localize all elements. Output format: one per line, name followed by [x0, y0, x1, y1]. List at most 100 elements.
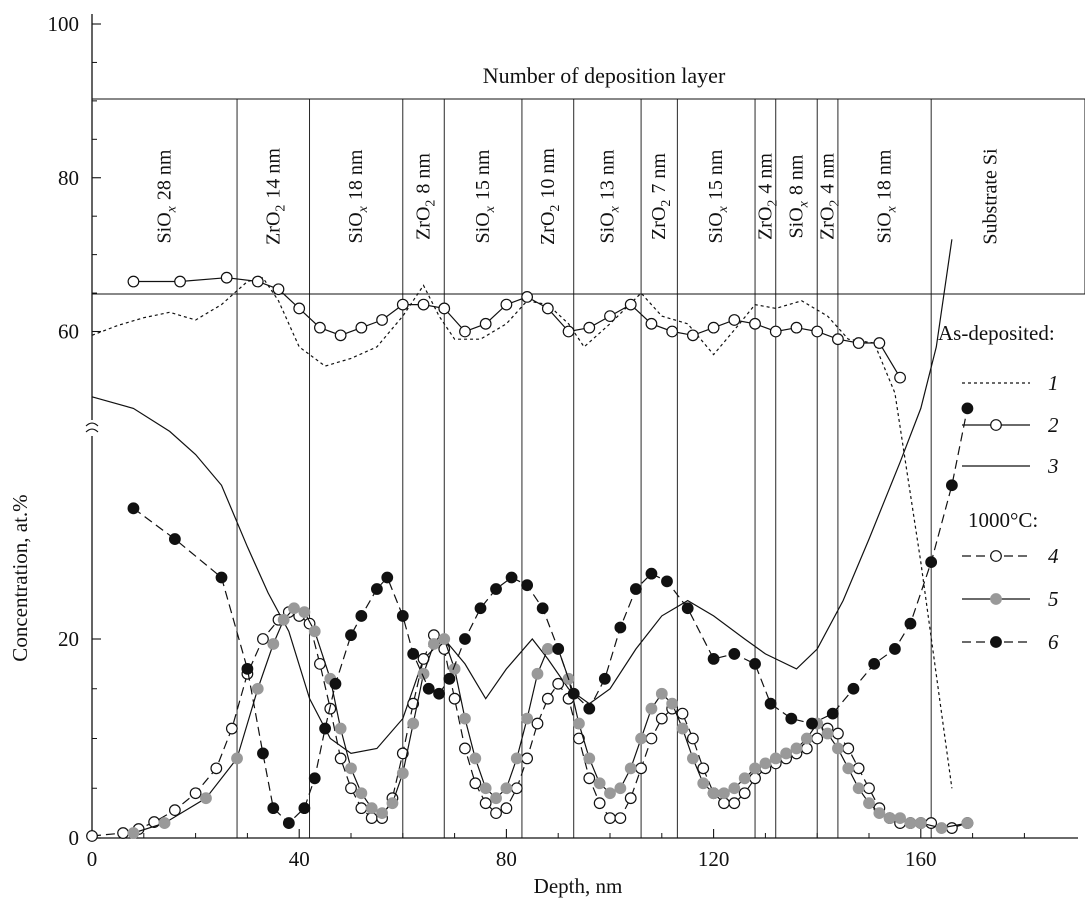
data-point: [914, 817, 927, 829]
series-5: [127, 602, 974, 839]
data-point: [718, 787, 730, 800]
legend-label: 1: [1048, 371, 1059, 395]
data-point: [345, 629, 357, 642]
legend-marker: [990, 550, 1002, 562]
y-tick-label: 20: [58, 627, 79, 651]
data-point: [251, 682, 264, 695]
data-point: [811, 325, 824, 338]
data-point: [189, 787, 202, 800]
legend-group-title: As-deposited:: [938, 321, 1055, 345]
data-point: [490, 583, 502, 595]
layers-box: [91, 98, 1085, 295]
data-point: [479, 797, 492, 810]
data-point: [811, 732, 824, 745]
data-point: [666, 325, 679, 338]
data-point: [800, 732, 813, 745]
y-tick-label: 60: [58, 320, 79, 344]
data-point: [852, 337, 865, 349]
data-point: [371, 583, 383, 595]
data-point: [427, 638, 440, 650]
data-point: [448, 662, 461, 675]
data-point: [500, 298, 513, 311]
data-point: [459, 633, 471, 645]
data-point: [365, 802, 378, 815]
data-point: [832, 727, 844, 740]
data-point: [215, 571, 228, 584]
data-point: [407, 717, 420, 730]
data-point: [697, 762, 710, 775]
data-point: [749, 762, 761, 775]
data-point: [780, 747, 793, 760]
data-point: [624, 762, 637, 775]
data-point: [355, 321, 368, 334]
data-point: [355, 787, 368, 800]
data-point: [314, 321, 326, 334]
x-tick-label: 40: [289, 847, 310, 871]
x-tick-label: 80: [496, 847, 517, 871]
data-point: [334, 722, 347, 735]
layers-header: Number of deposition layer: [483, 63, 726, 88]
data-point: [308, 772, 321, 785]
data-point: [117, 827, 129, 839]
data-point: [624, 792, 637, 805]
data-point: [728, 782, 741, 795]
data-point: [863, 782, 875, 795]
data-point: [438, 302, 451, 315]
data-point: [666, 697, 679, 710]
data-point: [645, 732, 658, 745]
data-point: [386, 797, 399, 810]
data-point: [541, 302, 554, 315]
layer-label: ZrO214 nm: [262, 148, 288, 245]
data-point: [210, 762, 223, 775]
axes: [84, 14, 1078, 839]
data-point: [376, 314, 388, 326]
data-point: [925, 556, 938, 569]
data-point: [832, 742, 844, 755]
layer-label: ZrO28 nm: [413, 153, 439, 240]
data-point: [220, 271, 233, 284]
data-point: [583, 752, 596, 765]
legend-entry-3: 3: [962, 454, 1059, 478]
data-point: [604, 812, 616, 824]
data-point: [769, 325, 782, 338]
data-point: [174, 275, 186, 288]
x-tick-label: 160: [905, 847, 937, 871]
data-point: [282, 817, 295, 829]
data-point: [676, 722, 689, 735]
data-point: [961, 817, 974, 829]
data-point: [826, 707, 839, 720]
legend-entry-6: 6: [962, 630, 1059, 654]
data-point: [469, 752, 482, 765]
data-point: [738, 772, 751, 785]
data-point: [583, 321, 596, 334]
data-point: [790, 321, 803, 334]
data-point: [459, 712, 471, 725]
data-point: [231, 752, 243, 765]
data-point: [334, 752, 347, 765]
data-point: [738, 787, 751, 800]
data-point: [345, 782, 357, 795]
data-point: [490, 807, 502, 820]
data-point: [573, 717, 585, 730]
data-point: [718, 797, 730, 810]
data-point: [945, 479, 958, 492]
data-point: [614, 782, 627, 795]
data-point: [355, 610, 368, 622]
data-point: [894, 812, 906, 824]
data-point: [443, 672, 456, 685]
layer-label: SiOx15 nm: [705, 149, 731, 243]
data-point: [806, 717, 818, 730]
data-point: [490, 792, 502, 805]
data-point: [267, 802, 280, 815]
data-point: [707, 321, 720, 334]
data-point: [272, 283, 285, 296]
data-point: [277, 613, 290, 626]
legend-marker: [990, 636, 1002, 648]
data-point: [345, 762, 357, 775]
legend: As-deposited: 1000°C: 1 2 3 4 5 6: [938, 321, 1059, 654]
data-point: [334, 329, 347, 342]
data-point: [293, 302, 306, 315]
x-axis-title: Depth, nm: [534, 874, 623, 898]
y-tick-label: 0: [69, 826, 80, 850]
